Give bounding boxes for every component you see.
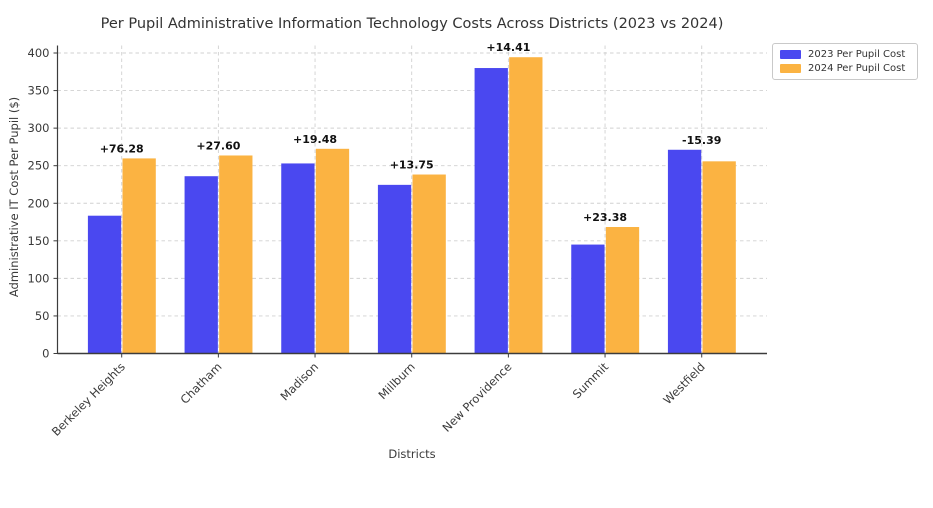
legend: 2023 Per Pupil Cost 2024 Per Pupil Cost bbox=[772, 43, 918, 80]
bars bbox=[87, 57, 736, 354]
diff-annotation-summit: +23.38 bbox=[583, 211, 627, 224]
x-axis-label: Districts bbox=[388, 447, 435, 461]
y-tick-label-200: 200 bbox=[28, 196, 50, 210]
bar-2024-millburn bbox=[412, 174, 446, 354]
y-tick-label-250: 250 bbox=[28, 159, 50, 173]
bar-2024-westfield bbox=[702, 161, 736, 354]
annotations: +76.28 +27.60 +19.48 +13.75 +14.41 +23.38 -15.… bbox=[100, 41, 722, 224]
legend-item-2023: 2023 Per Pupil Cost bbox=[780, 48, 910, 61]
legend-label-2023: 2023 Per Pupil Cost bbox=[808, 48, 906, 60]
x-tick-label-madison: Madison bbox=[277, 360, 321, 404]
legend-label-2024: 2024 Per Pupil Cost bbox=[808, 63, 906, 75]
bar-2024-berkeley-heights bbox=[122, 158, 156, 354]
x-tick-label-summit: Summit bbox=[570, 359, 612, 401]
legend-swatch-2023-icon bbox=[780, 49, 801, 59]
diff-annotation-madison: +19.48 bbox=[293, 133, 337, 146]
chart-title: Per Pupil Administrative Information Tec… bbox=[101, 16, 724, 32]
legend-swatch-2024-icon bbox=[780, 64, 801, 74]
y-tick-label-50: 50 bbox=[35, 309, 50, 323]
x-tick-label-new-providence: New Providence bbox=[440, 360, 515, 435]
x-tick-label-chatham: Chatham bbox=[178, 360, 225, 407]
bar-2023-summit bbox=[571, 244, 605, 354]
diff-annotation-westfield: -15.39 bbox=[682, 134, 721, 147]
diff-annotation-millburn: +13.75 bbox=[390, 159, 434, 172]
bar-2024-madison bbox=[315, 148, 350, 354]
y-tick-label-350: 350 bbox=[28, 84, 50, 98]
bar-2024-chatham bbox=[219, 155, 253, 354]
diff-annotation-new-providence: +14.41 bbox=[486, 41, 530, 54]
diff-annotation-chatham: +27.60 bbox=[196, 139, 240, 152]
bar-2024-summit bbox=[605, 227, 640, 354]
y-axis-label: Administrative IT Cost Per Pupil ($) bbox=[7, 97, 21, 297]
y-tick-label-100: 100 bbox=[28, 271, 50, 285]
legend-item-2024: 2024 Per Pupil Cost bbox=[780, 62, 910, 75]
bar-2023-new-providence bbox=[474, 68, 508, 354]
x-tick-label-berkeley-heights: Berkeley Heights bbox=[49, 360, 128, 439]
bar-2023-berkeley-heights bbox=[87, 215, 122, 354]
bar-2024-new-providence bbox=[509, 57, 543, 354]
y-tick-label-400: 400 bbox=[28, 46, 50, 60]
bar-2023-westfield bbox=[667, 149, 702, 354]
gridlines bbox=[57, 45, 767, 354]
bar-2023-chatham bbox=[184, 176, 218, 354]
y-tick-label-0: 0 bbox=[42, 347, 49, 361]
x-tick-label-millburn: Millburn bbox=[375, 360, 417, 402]
bar-2023-madison bbox=[281, 163, 315, 354]
diff-annotation-berkeley-heights: +76.28 bbox=[100, 142, 144, 155]
x-tick-label-westfield: Westfield bbox=[660, 360, 707, 407]
bar-2023-millburn bbox=[377, 184, 412, 354]
y-tick-label-300: 300 bbox=[28, 121, 50, 135]
y-tick-label-150: 150 bbox=[28, 234, 50, 248]
